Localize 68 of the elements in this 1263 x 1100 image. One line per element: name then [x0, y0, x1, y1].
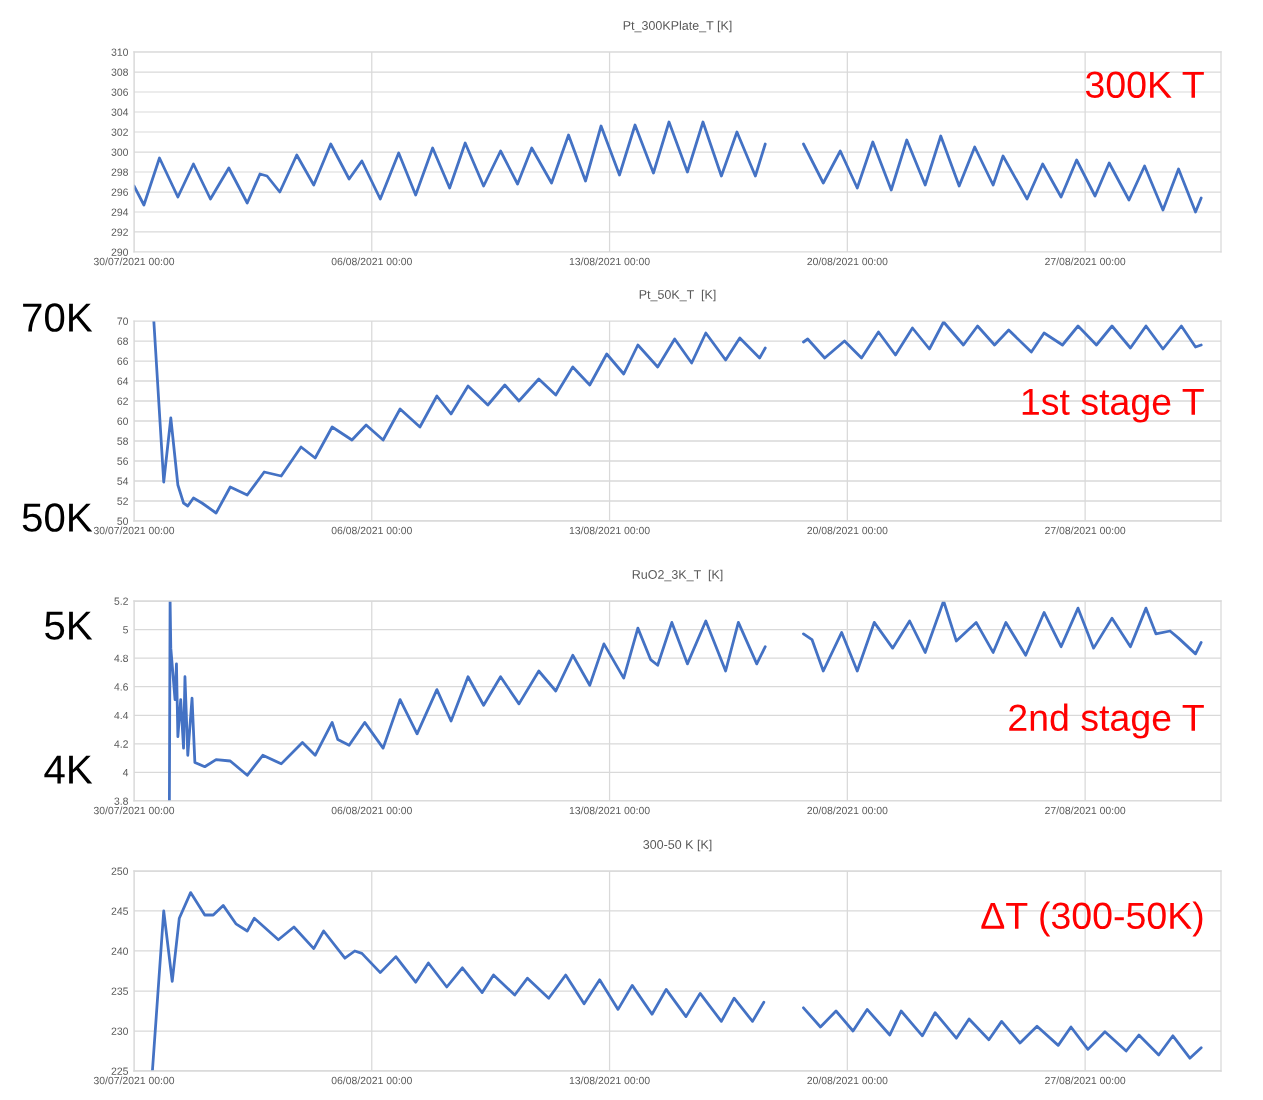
x-tick-label: 06/08/2021 00:00	[331, 526, 412, 535]
y-tick-label: 230	[111, 1027, 129, 1035]
y-tick-label: 54	[117, 477, 129, 485]
x-tick-label: 06/08/2021 00:00	[331, 257, 412, 266]
x-tick-label: 20/08/2021 00:00	[807, 806, 888, 815]
y-tick-label: 58	[117, 437, 128, 445]
x-tick-label: 30/07/2021 00:00	[93, 1076, 175, 1085]
x-tick-label: 13/08/2021 00:00	[569, 526, 650, 535]
annotation: 1st stage T	[1022, 388, 1204, 423]
x-tick-label: 06/08/2021 00:00	[331, 806, 412, 815]
y-tick-label: 5.2	[114, 597, 128, 605]
x-tick-label: 30/07/2021 00:00	[93, 257, 175, 266]
x-tick-label: 20/08/2021 00:00	[807, 257, 888, 266]
annotation: 300K T	[1085, 71, 1204, 99]
y-tick-label: 250	[111, 867, 129, 875]
y-tick-label: 4.8	[114, 654, 128, 663]
y-tick-label: 225	[111, 1067, 129, 1075]
y-tick-label: 52	[117, 497, 128, 505]
x-tick-label: 13/08/2021 00:00	[569, 1076, 650, 1085]
x-tick-label: 30/07/2021 00:00	[93, 806, 175, 815]
y-tick-label: 310	[111, 48, 129, 56]
x-tick-label: 27/08/2021 00:00	[1045, 1076, 1126, 1085]
y-tick-label: 4	[122, 769, 129, 777]
y-tick-label: 50	[117, 517, 129, 525]
y-tick-label: 60	[117, 417, 129, 425]
y-tick-label: 302	[111, 128, 128, 136]
y-tick-label: 3.8	[114, 797, 128, 805]
y-tick-label: 4.2	[114, 740, 128, 748]
chart-title: Pt_50K_T [K]	[639, 289, 716, 302]
text: 4K	[44, 755, 93, 784]
chart-title: RuO2_3K_T [K]	[632, 569, 723, 582]
y-tick-label: 62	[117, 397, 128, 405]
y-tick-label: 294	[111, 208, 129, 216]
y-tick-label: 298	[111, 168, 128, 176]
y-tick-label: 68	[117, 337, 128, 345]
y-tick-label: 70	[117, 317, 129, 325]
y-tick-label: 290	[111, 248, 129, 256]
y-tick-label: 292	[111, 228, 128, 236]
y-tick-label: 4.6	[114, 683, 128, 691]
x-tick-label: 13/08/2021 00:00	[569, 806, 650, 815]
y-tick-label: 306	[111, 88, 128, 96]
x-tick-label: 27/08/2021 00:00	[1045, 257, 1126, 266]
y-tick-label: 66	[117, 357, 128, 365]
text: 5K	[45, 611, 93, 640]
chart-title: 300-50 K [K]	[643, 839, 712, 852]
x-tick-label: 13/08/2021 00:00	[569, 257, 650, 266]
x-tick-label: 20/08/2021 00:00	[807, 1076, 888, 1085]
annotation: 2nd stage T	[1009, 703, 1204, 739]
y-tick-label: 240	[111, 947, 129, 955]
y-tick-label: 245	[111, 907, 129, 915]
y-tick-label: 56	[117, 457, 128, 465]
y-tick-label: 304	[111, 108, 129, 116]
y-tick-label: 296	[111, 188, 128, 196]
annotation: ΔT (300-50K)	[981, 901, 1203, 937]
text: 70K	[23, 303, 93, 332]
x-tick-label: 30/07/2021 00:00	[93, 526, 175, 535]
y-tick-label: 300	[111, 148, 129, 156]
y-tick-label: 308	[111, 68, 128, 76]
chart-title: Pt_300KPlate_T [K]	[623, 20, 732, 33]
y-tick-label: 235	[111, 987, 129, 995]
x-tick-label: 06/08/2021 00:00	[331, 1076, 412, 1085]
x-tick-label: 27/08/2021 00:00	[1045, 806, 1126, 815]
y-tick-label: 5	[123, 626, 129, 634]
text: 50K	[22, 503, 93, 532]
x-tick-label: 27/08/2021 00:00	[1045, 526, 1126, 535]
x-tick-label: 20/08/2021 00:00	[807, 526, 888, 535]
y-tick-label: 64	[117, 377, 129, 385]
y-tick-label: 4.4	[114, 711, 129, 720]
